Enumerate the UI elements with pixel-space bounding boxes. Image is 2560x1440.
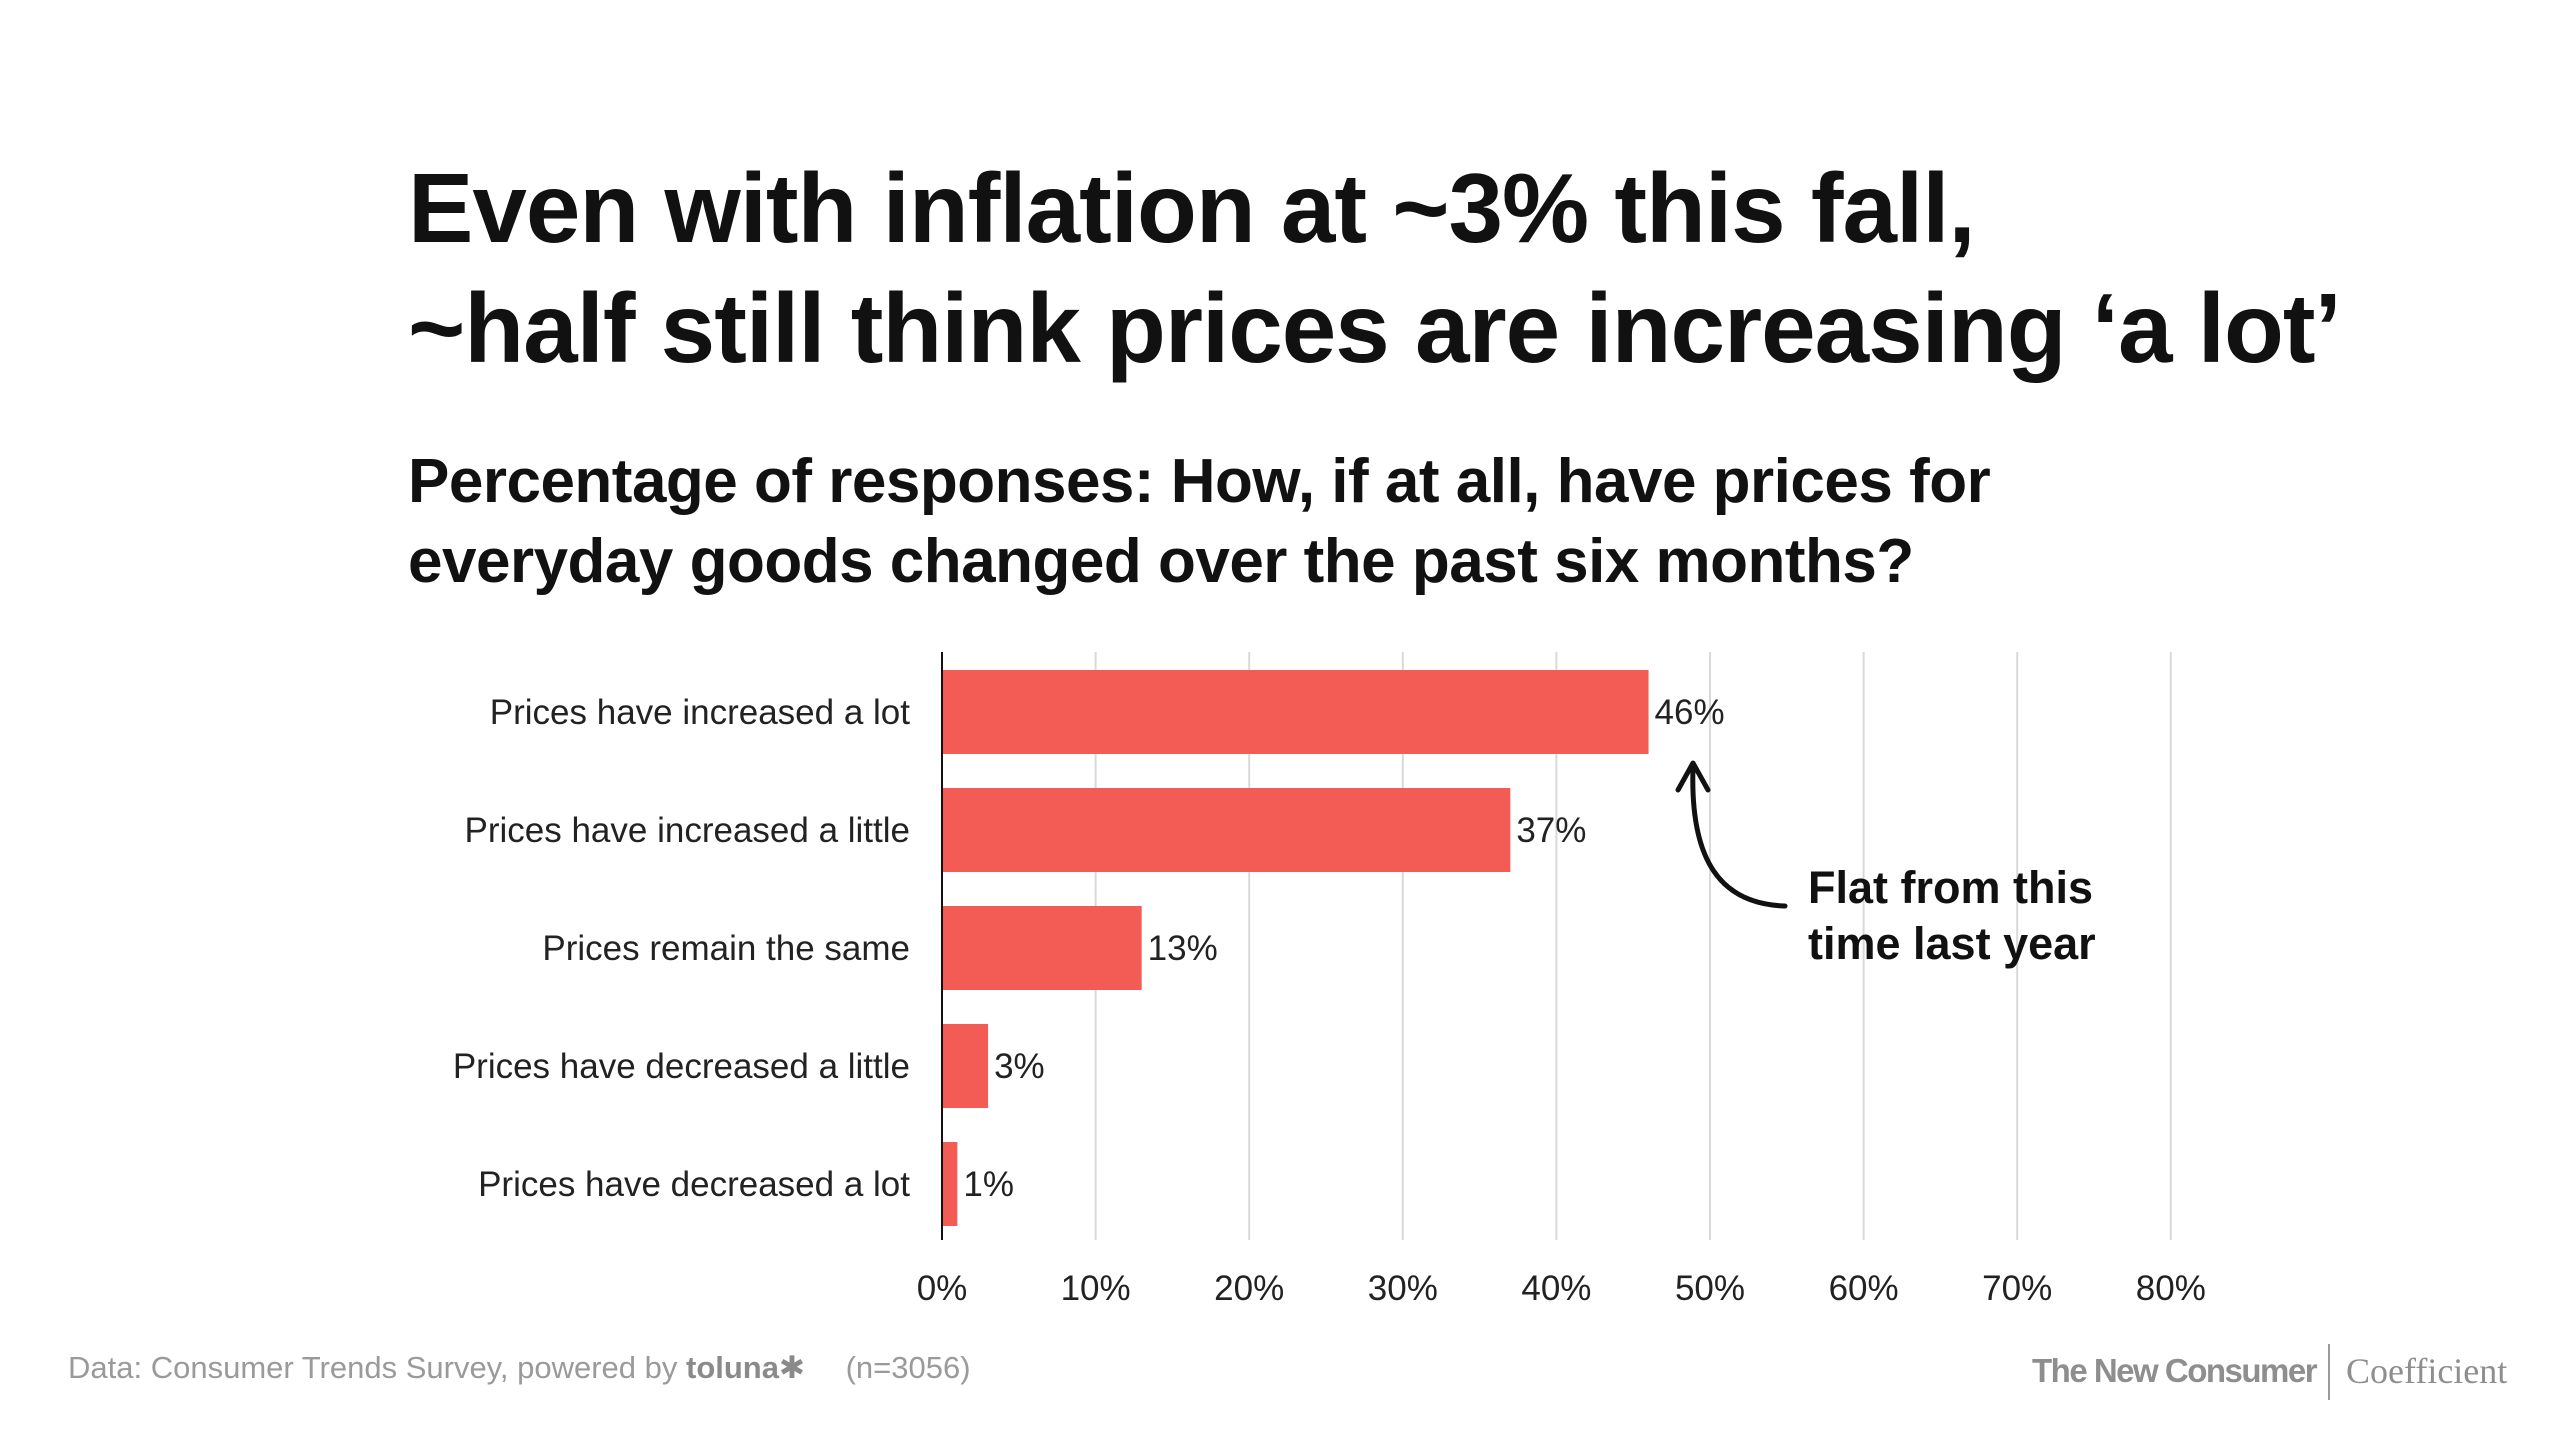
x-tick-label: 20%: [1214, 1269, 1284, 1308]
chart-subtitle-line-2: everyday goods changed over the past six…: [408, 527, 1914, 596]
category-label: Prices have increased a lot: [490, 693, 910, 732]
category-label: Prices have increased a little: [465, 811, 911, 850]
chart-title: Even with inflation at ~3% this fall, ~h…: [408, 148, 2408, 388]
data-label: 1%: [963, 1165, 1014, 1204]
annotation-arrow-head: [1675, 760, 1711, 793]
data-label: 3%: [994, 1047, 1045, 1086]
x-tick-label: 70%: [1982, 1269, 2052, 1308]
x-tick-label: 30%: [1368, 1269, 1438, 1308]
x-tick-label: 40%: [1521, 1269, 1591, 1308]
source-text: Data: Consumer Trends Survey, powered by: [68, 1350, 678, 1385]
data-label: 13%: [1148, 929, 1218, 968]
data-label: 37%: [1516, 811, 1586, 850]
annotation-arrow: [1675, 760, 1788, 909]
asterisk-icon: ✱: [779, 1350, 805, 1385]
bar: [942, 670, 1649, 754]
footer-source: Data: Consumer Trends Survey, powered by…: [68, 1350, 971, 1386]
x-tick-label: 80%: [2136, 1269, 2206, 1308]
chart-title-line-2: ~half still think prices are increasing …: [408, 273, 2342, 383]
annotation-line-2: time last year: [1808, 918, 2096, 969]
brand-divider: [2328, 1344, 2330, 1400]
category-label: Prices remain the same: [542, 929, 910, 968]
x-tick-label: 50%: [1675, 1269, 1745, 1308]
labels: 0% 10% 20% 30% 40% 50% 60% 70% 80% Prices have in…: [453, 693, 2206, 1308]
x-tick-label: 10%: [1061, 1269, 1131, 1308]
new-consumer-logo: The New Consumer: [2032, 1352, 2318, 1389]
bar: [942, 1024, 989, 1108]
bar: [942, 1142, 958, 1226]
bars: [942, 670, 1649, 1226]
data-label: 46%: [1655, 693, 1725, 732]
coefficient-logo: Coefficient: [2346, 1351, 2508, 1391]
annotation-text: Flat from this time last year: [1808, 860, 2268, 972]
chart-title-line-1: Even with inflation at ~3% this fall,: [408, 153, 1976, 263]
chart-subtitle-line-1: Percentage of responses: How, if at all,…: [408, 447, 1991, 516]
sample-size: (n=3056): [845, 1350, 971, 1385]
bar: [942, 788, 1511, 872]
category-label: Prices have decreased a lot: [478, 1165, 910, 1204]
toluna-logo: toluna: [686, 1350, 779, 1385]
x-tick-label: 60%: [1829, 1269, 1899, 1308]
annotation-line-1: Flat from this: [1808, 862, 2094, 913]
bar: [942, 906, 1142, 990]
category-label: Prices have decreased a little: [453, 1047, 910, 1086]
x-tick-label: 0%: [917, 1269, 968, 1308]
annotation-arrow-line: [1690, 765, 1788, 909]
chart-subtitle: Percentage of responses: How, if at all,…: [408, 442, 2108, 602]
